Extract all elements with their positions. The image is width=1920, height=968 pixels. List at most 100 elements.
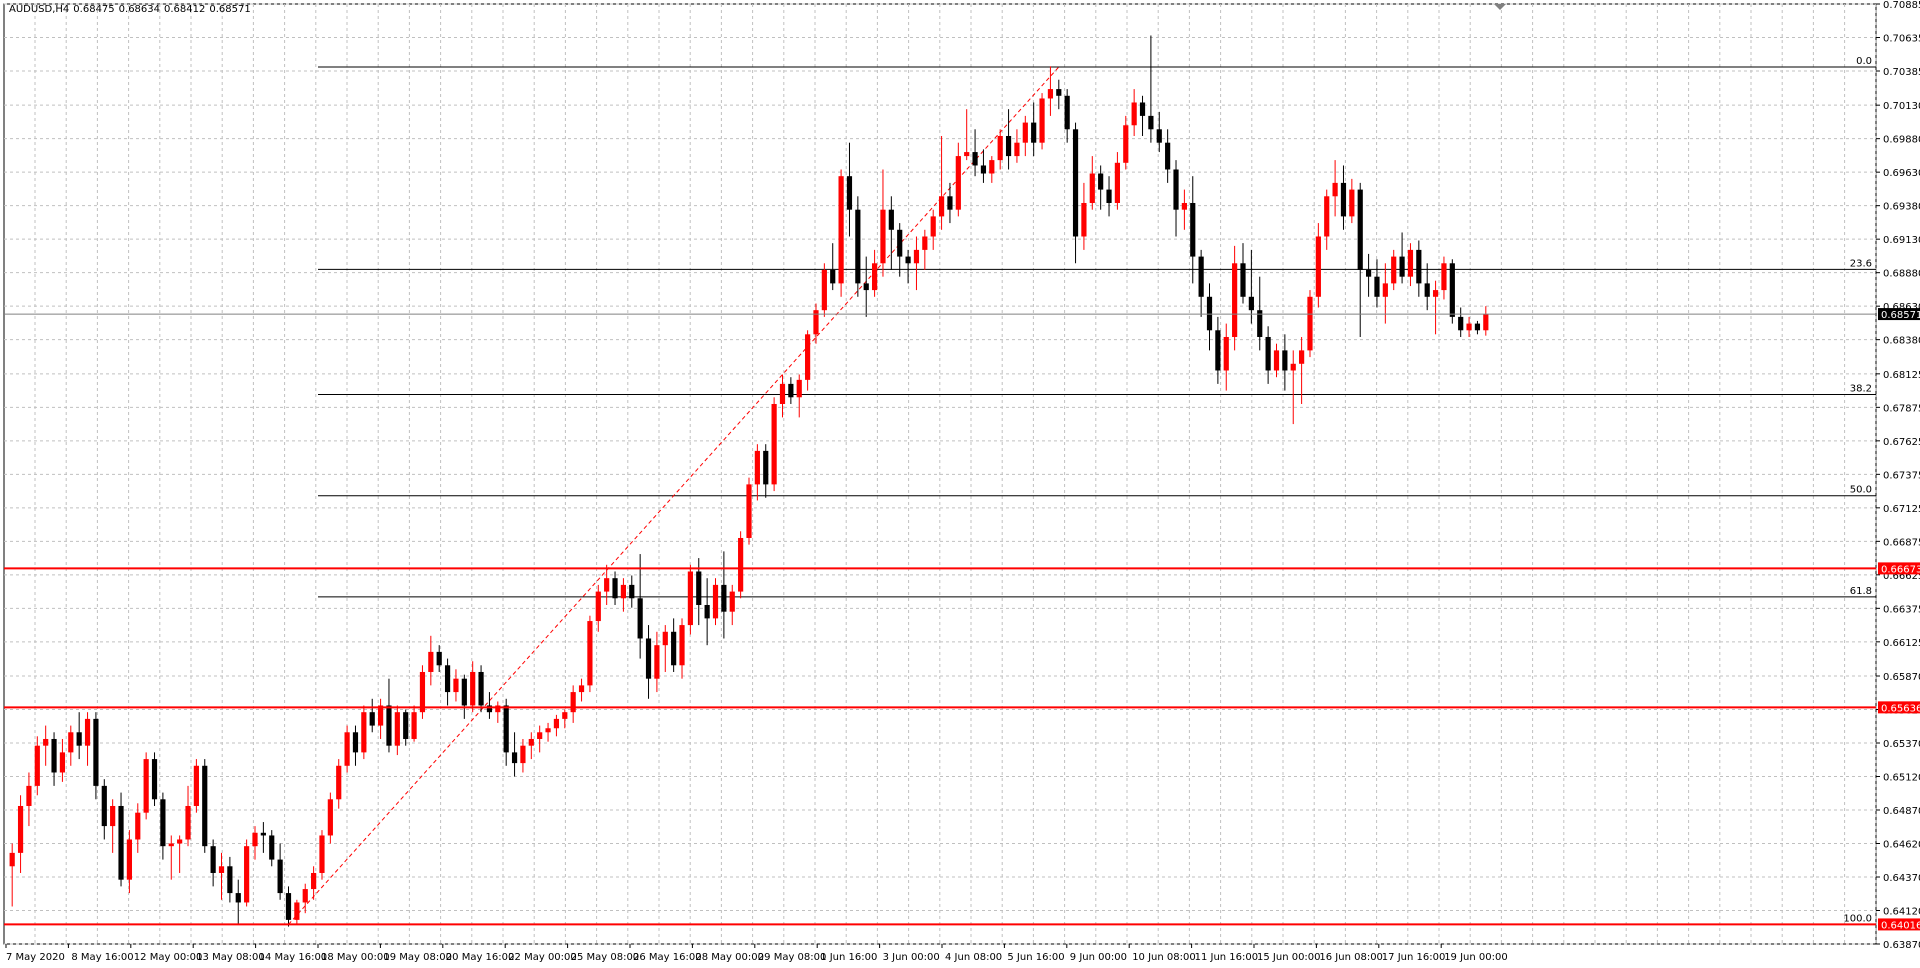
- candle-body: [1299, 350, 1305, 364]
- candle-body: [444, 665, 451, 693]
- candle: [1131, 89, 1137, 136]
- candle-body: [511, 752, 518, 764]
- candle-body: [1181, 202, 1187, 210]
- candle-body: [17, 805, 24, 853]
- candle: [771, 397, 777, 492]
- candle-body: [377, 705, 384, 726]
- candle-body: [520, 745, 526, 764]
- candle-body: [620, 584, 627, 599]
- current-price-label: 0.68571: [1881, 310, 1920, 321]
- candle-body: [126, 839, 133, 880]
- candle: [679, 618, 685, 679]
- candle-body: [1424, 283, 1430, 297]
- time-axis-label: 3 Jun 00:00: [883, 952, 940, 963]
- candle: [269, 830, 275, 867]
- candle-body: [1022, 122, 1028, 143]
- candle: [1441, 256, 1447, 300]
- candle: [43, 725, 49, 766]
- candle: [486, 692, 493, 719]
- candle: [712, 578, 719, 626]
- candle-body: [746, 484, 752, 538]
- candle: [444, 658, 451, 706]
- candle: [294, 899, 300, 924]
- candle-body: [1106, 189, 1112, 203]
- candle-body: [486, 705, 493, 713]
- candle-body: [1232, 263, 1238, 337]
- candle-body: [1131, 102, 1137, 126]
- candle-body: [252, 832, 258, 847]
- chart-info-line: AUDUSD,H4 0.68475 0.68634 0.68412 0.68571: [9, 4, 255, 15]
- candle-body: [143, 759, 149, 813]
- candle: [344, 725, 350, 773]
- candle-body: [604, 578, 610, 592]
- candle-body: [645, 638, 652, 679]
- candle-body: [696, 571, 702, 605]
- candle-body: [1441, 263, 1447, 291]
- candle-body: [1458, 316, 1464, 331]
- candle-body: [1474, 323, 1481, 331]
- candle: [403, 709, 409, 746]
- candle-body: [654, 645, 660, 679]
- candle: [729, 584, 735, 626]
- time-axis-label: 28 May 00:00: [695, 952, 764, 963]
- candle-body: [277, 859, 283, 894]
- candle-body: [1223, 336, 1229, 371]
- candle-body: [193, 765, 199, 806]
- candle: [1031, 102, 1037, 157]
- candle: [110, 799, 116, 853]
- candle-body: [1014, 142, 1020, 157]
- candle: [1248, 249, 1254, 324]
- candle-body: [1056, 89, 1062, 96]
- candle-body: [1240, 263, 1246, 297]
- time-axis-label: 29 May 08:00: [758, 952, 827, 963]
- candle-body: [495, 705, 501, 713]
- candle-body: [779, 383, 786, 404]
- candle-body: [913, 249, 920, 264]
- candle: [1232, 245, 1238, 351]
- candle: [319, 830, 325, 880]
- candle: [101, 779, 107, 840]
- fib-level-label: 38.2: [1850, 384, 1872, 395]
- candle-body: [84, 718, 91, 746]
- candle: [905, 249, 911, 284]
- candle-body: [1215, 330, 1221, 371]
- horizontal-level-price: 0.66673: [1881, 564, 1920, 575]
- candle-body: [202, 765, 208, 847]
- candle: [1357, 182, 1363, 337]
- candle: [1466, 316, 1472, 337]
- fib-level-label: 23.6: [1850, 258, 1872, 269]
- candle: [285, 886, 292, 927]
- candle: [377, 698, 384, 739]
- candle: [1282, 334, 1288, 391]
- candle-body: [704, 604, 710, 619]
- candle: [1123, 115, 1129, 170]
- candle: [1290, 350, 1296, 425]
- candle-body: [68, 732, 74, 753]
- candle-body: [1265, 336, 1271, 371]
- candle-body: [461, 678, 467, 706]
- candle-body: [972, 152, 978, 166]
- candle: [612, 571, 618, 605]
- candle: [980, 149, 987, 183]
- candle: [244, 839, 250, 907]
- chart-shift-icon: [1494, 4, 1506, 10]
- candle-body: [1123, 125, 1129, 163]
- price-axis-label: 0.66625: [1883, 571, 1920, 582]
- candle: [1458, 307, 1464, 337]
- price-axis-label: 0.70885: [1883, 0, 1920, 11]
- candle: [1349, 178, 1355, 224]
- time-axis-label: 20 May 16:00: [446, 952, 515, 963]
- candle: [470, 661, 476, 713]
- candle: [1474, 320, 1481, 335]
- candle-body: [118, 805, 124, 880]
- candle-body: [9, 852, 15, 867]
- candle-body: [821, 269, 827, 311]
- candle: [913, 236, 920, 291]
- candle: [1072, 122, 1079, 264]
- candle: [302, 883, 308, 914]
